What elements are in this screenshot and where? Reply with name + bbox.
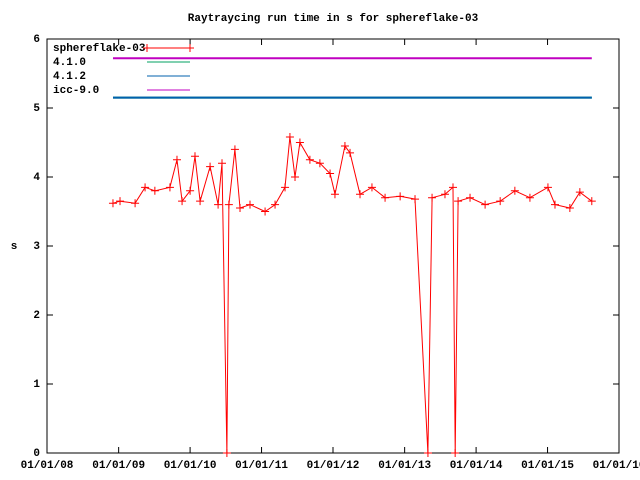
- point-marker: [411, 195, 420, 204]
- point-marker: [340, 141, 349, 150]
- point-marker: [291, 173, 300, 181]
- point-marker: [543, 183, 552, 192]
- point-marker: [510, 186, 519, 195]
- point-marker: [550, 200, 559, 209]
- x-tick-label: 01/01/12: [307, 460, 360, 472]
- point-marker: [326, 169, 335, 178]
- x-tick-label: 01/01/08: [21, 460, 74, 472]
- point-marker: [448, 183, 457, 192]
- point-marker: [131, 199, 140, 208]
- y-tick-label: 3: [33, 241, 40, 253]
- point-marker: [245, 200, 254, 209]
- point-marker: [172, 155, 181, 164]
- x-tick-label: 01/01/10: [164, 460, 217, 472]
- point-marker: [186, 186, 195, 195]
- y-tick-label: 1: [33, 379, 40, 391]
- point-marker: [218, 159, 227, 168]
- point-marker: [206, 162, 215, 171]
- point-marker: [481, 200, 490, 209]
- point-marker: [587, 197, 596, 206]
- point-marker: [315, 159, 324, 168]
- x-tick-label: 01/01/16: [593, 460, 640, 472]
- legend-label: sphereflake-03: [53, 43, 146, 55]
- point-marker: [466, 193, 475, 202]
- x-tick-label: 01/01/15: [521, 460, 574, 472]
- point-marker: [230, 145, 239, 154]
- point-marker: [575, 188, 584, 197]
- point-marker: [525, 193, 534, 202]
- point-marker: [165, 183, 174, 192]
- point-marker: [330, 190, 339, 199]
- point-marker: [271, 200, 280, 209]
- legend-marker: [143, 44, 194, 52]
- point-marker: [454, 197, 463, 206]
- point-marker: [141, 183, 150, 192]
- point-marker: [428, 193, 437, 202]
- y-axis-label: s: [11, 241, 18, 253]
- y-tick-label: 5: [33, 103, 40, 115]
- chart-title: Raytraycing run time in s for sphereflak…: [188, 13, 479, 25]
- series-line: [112, 136, 593, 454]
- x-tick-label: 01/01/14: [450, 460, 503, 472]
- point-marker: [190, 152, 199, 161]
- point-marker: [295, 138, 304, 147]
- point-marker: [150, 186, 159, 195]
- x-tick-label: 01/01/09: [92, 460, 145, 472]
- point-marker: [356, 190, 365, 199]
- point-marker: [108, 199, 117, 208]
- point-marker: [222, 449, 231, 457]
- legend-label: icc-9.0: [53, 85, 99, 97]
- y-tick-label: 6: [33, 34, 40, 46]
- point-marker: [285, 132, 294, 141]
- point-marker: [178, 197, 187, 206]
- point-marker: [214, 200, 223, 209]
- point-marker: [305, 155, 314, 164]
- point-marker: [281, 183, 290, 192]
- y-tick-label: 2: [33, 310, 40, 322]
- point-marker: [196, 197, 205, 206]
- legend-label: 4.1.2: [53, 71, 86, 83]
- y-tick-label: 0: [33, 448, 40, 460]
- legend-label: 4.1.0: [53, 57, 86, 69]
- y-tick-label: 4: [33, 172, 40, 184]
- point-marker: [440, 190, 449, 199]
- point-marker: [396, 192, 405, 201]
- point-marker: [224, 200, 233, 209]
- x-tick-label: 01/01/11: [235, 460, 288, 472]
- x-tick-label: 01/01/13: [378, 460, 431, 472]
- point-marker: [261, 207, 270, 216]
- point-marker: [116, 197, 125, 206]
- point-marker: [236, 204, 245, 213]
- point-marker: [381, 193, 390, 202]
- point-marker: [565, 204, 574, 213]
- point-marker: [451, 449, 460, 457]
- point-marker: [346, 148, 355, 157]
- point-marker: [496, 197, 505, 206]
- point-marker: [423, 449, 432, 457]
- point-marker: [367, 183, 376, 192]
